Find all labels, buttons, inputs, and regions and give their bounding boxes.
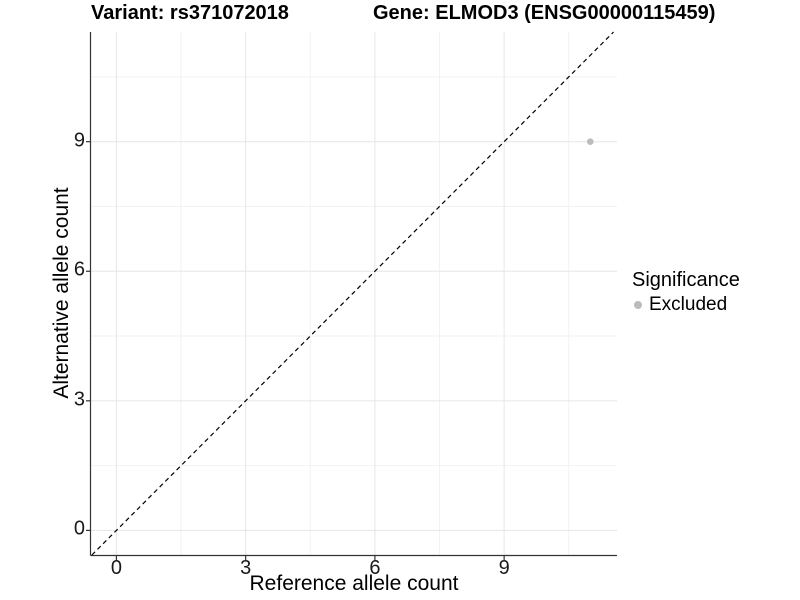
legend-item-label: Excluded — [649, 294, 728, 315]
legend-title: Significance — [632, 269, 740, 291]
identity-line — [91, 31, 614, 556]
x-axis-label: Reference allele count — [249, 572, 459, 595]
legend-point-icon — [634, 301, 642, 309]
plot-title-gene: Gene: ELMOD3 (ENSG00000115459) — [373, 2, 716, 24]
y-tick-label-9: 9 — [73, 129, 85, 152]
y-tick-label-6: 6 — [73, 258, 85, 281]
data-point-excluded — [586, 138, 594, 145]
x-tick-label-6: 6 — [369, 557, 381, 579]
plot-title-variant: Variant: rs371072018 — [91, 2, 289, 24]
x-tick-label-9: 9 — [498, 557, 510, 579]
y-axis-label: Alternative allele count — [50, 187, 73, 399]
x-tick-label-3: 3 — [240, 557, 252, 579]
y-tick-label-3: 3 — [73, 388, 85, 411]
x-tick-label-0: 0 — [110, 557, 122, 579]
legend: Significance Excluded — [632, 268, 740, 316]
legend-item-excluded: Excluded — [632, 294, 740, 316]
y-tick-label-0: 0 — [73, 517, 85, 540]
